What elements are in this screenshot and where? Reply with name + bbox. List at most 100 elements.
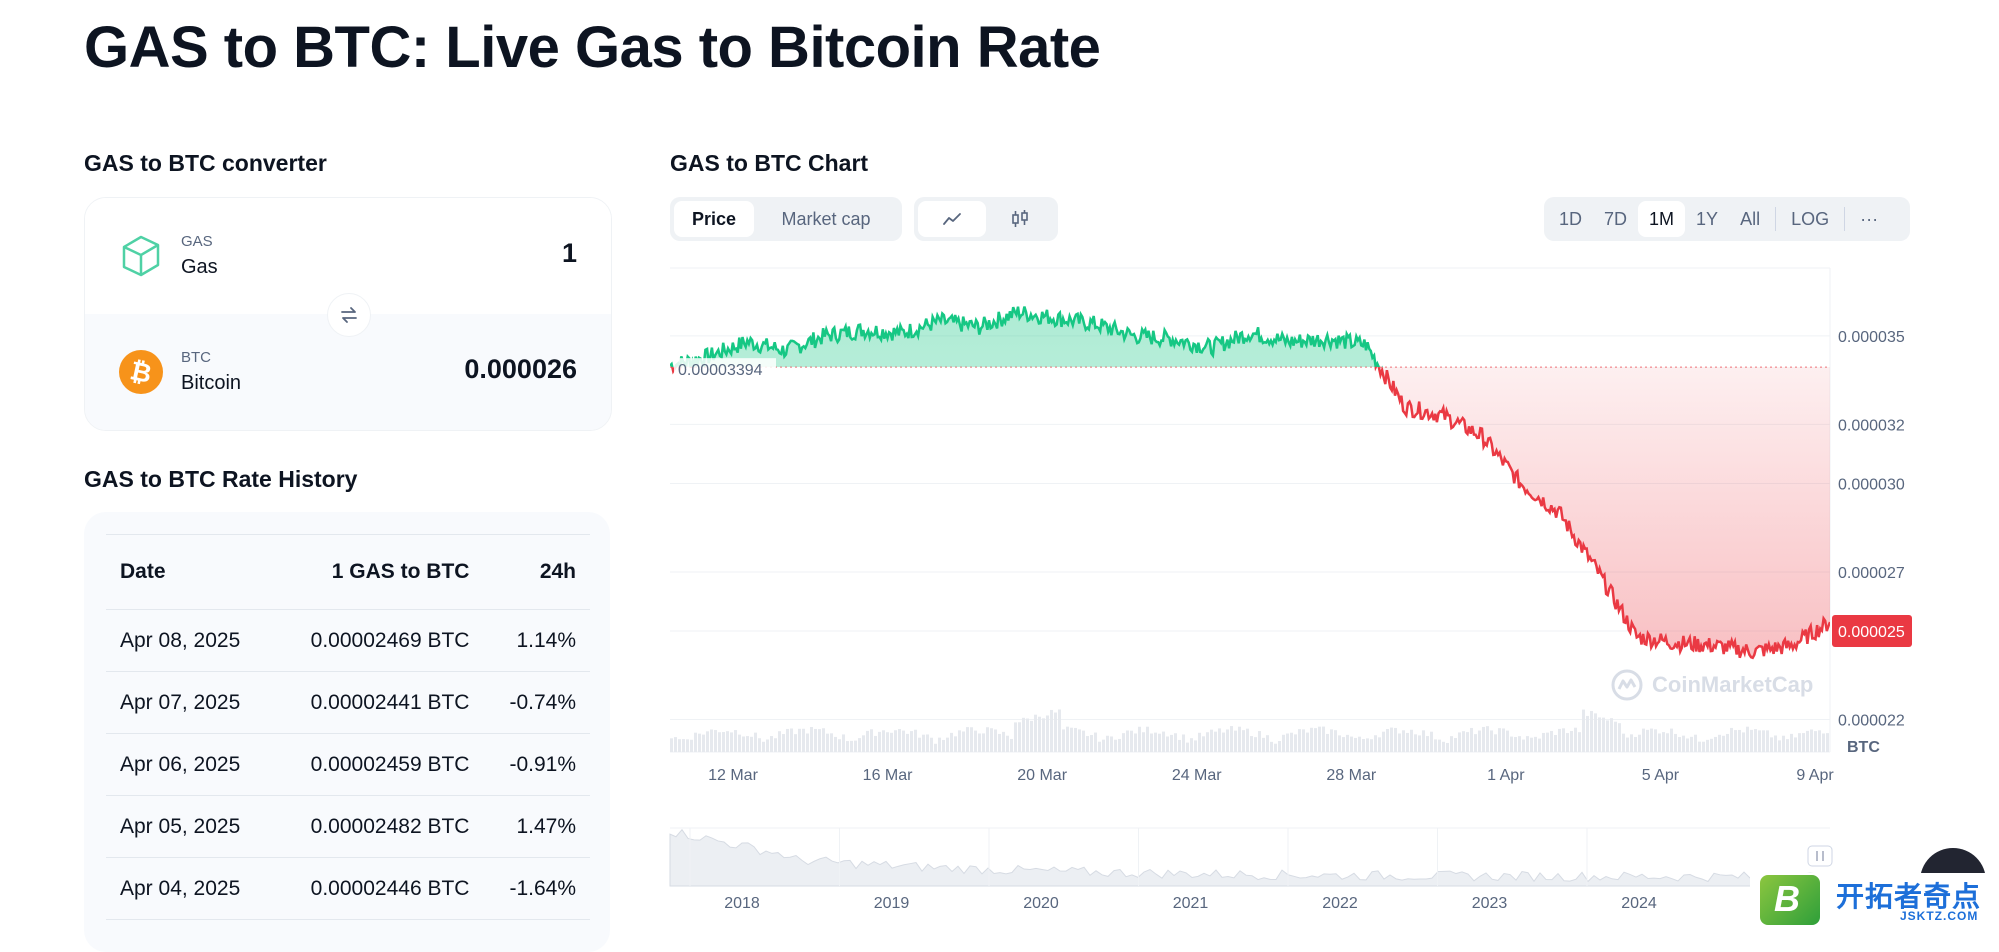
swap-button[interactable] bbox=[327, 293, 371, 337]
volume-bar bbox=[1238, 726, 1241, 752]
logo-letter: B bbox=[1774, 878, 1800, 919]
volume-bar bbox=[1194, 740, 1197, 752]
from-amount-input[interactable]: 1 bbox=[561, 238, 577, 268]
volume-bar bbox=[1438, 739, 1441, 752]
volume-bar bbox=[1514, 736, 1517, 752]
volume-bar bbox=[1026, 718, 1029, 752]
volume-bar bbox=[1626, 737, 1629, 752]
volume-bar bbox=[1254, 737, 1257, 752]
range-1y[interactable]: 1Y bbox=[1696, 209, 1719, 229]
volume-bar bbox=[786, 728, 789, 752]
volume-bar bbox=[1358, 736, 1361, 752]
volume-bar bbox=[1734, 730, 1737, 752]
volume-bar bbox=[1374, 735, 1377, 752]
volume-bar bbox=[886, 732, 889, 752]
volume-bar bbox=[1442, 741, 1445, 752]
volume-bar bbox=[1814, 731, 1817, 752]
site-watermark-logo: B 开拓者奇点 JSKTZ.COM bbox=[1750, 873, 1999, 931]
volume-bar bbox=[1582, 709, 1585, 752]
volume-bar bbox=[974, 730, 977, 752]
volume-bar bbox=[1518, 736, 1521, 752]
volume-bar bbox=[1234, 730, 1237, 752]
volume-bar bbox=[1822, 733, 1825, 752]
volume-bar bbox=[930, 737, 933, 752]
volume-bar bbox=[1190, 738, 1193, 752]
volume-bar bbox=[1054, 712, 1057, 752]
tab-price[interactable]: Price bbox=[674, 201, 754, 237]
volume-bar bbox=[1634, 736, 1637, 752]
volume-bar bbox=[1074, 727, 1077, 752]
volume-bar bbox=[1642, 728, 1645, 752]
volume-bar bbox=[1606, 720, 1609, 752]
volume-bar bbox=[1166, 736, 1169, 752]
more-options-button[interactable]: ··· bbox=[1860, 209, 1879, 229]
table-header-row: Date 1 GAS to BTC 24h bbox=[106, 534, 590, 610]
volume-bar bbox=[1014, 722, 1017, 752]
volume-bar bbox=[1594, 713, 1597, 752]
volume-bar bbox=[1394, 727, 1397, 752]
y-tick-label: 0.000030 bbox=[1838, 476, 1905, 493]
line-chart-button[interactable] bbox=[918, 201, 986, 237]
volume-bar bbox=[1750, 729, 1753, 752]
volume-bar bbox=[1318, 726, 1321, 752]
history-title: GAS to BTC Rate History bbox=[84, 466, 358, 492]
candlestick-button[interactable] bbox=[986, 201, 1054, 237]
volume-bar bbox=[1682, 735, 1685, 752]
volume-bar bbox=[994, 729, 997, 752]
volume-bar bbox=[1686, 738, 1689, 752]
volume-bar bbox=[1710, 738, 1713, 752]
volume-bar bbox=[1678, 737, 1681, 752]
volume-bar bbox=[1266, 735, 1269, 752]
range-1d[interactable]: 1D bbox=[1559, 209, 1583, 229]
volume-bar bbox=[698, 733, 701, 752]
volume-bar bbox=[1538, 738, 1541, 752]
volume-bar bbox=[674, 737, 677, 752]
volume-bar bbox=[1670, 728, 1673, 752]
volume-bar bbox=[1578, 732, 1581, 752]
volume-bar bbox=[1214, 731, 1217, 752]
volume-bar bbox=[1230, 726, 1233, 752]
watermark-text: CoinMarketCap bbox=[1652, 672, 1814, 697]
volume-bar bbox=[1378, 737, 1381, 752]
current-price-label: 0.000025 bbox=[1838, 624, 1905, 641]
unit-label: BTC bbox=[1847, 739, 1880, 756]
volume-bar bbox=[1790, 733, 1793, 752]
log-scale-button[interactable]: LOG bbox=[1791, 209, 1830, 229]
tab-market-cap[interactable]: Market cap bbox=[781, 209, 871, 229]
volume-bar bbox=[1454, 738, 1457, 752]
price-chart[interactable]: 0.000035 0.000032 0.000030 0.000027 0.000025… bbox=[0, 0, 1999, 931]
volume-bar bbox=[1322, 726, 1325, 752]
price-area-below bbox=[670, 367, 1830, 658]
navigator-handle[interactable] bbox=[1807, 845, 1833, 867]
y-tick-label: 0.000035 bbox=[1838, 329, 1905, 346]
range-all[interactable]: All bbox=[1740, 209, 1761, 229]
x-tick-label: 1 Apr bbox=[1487, 767, 1525, 784]
x-tick-label: 9 Apr bbox=[1796, 767, 1834, 784]
volume-bar bbox=[1042, 718, 1045, 752]
volume-bar bbox=[1346, 734, 1349, 752]
volume-bar bbox=[1286, 733, 1289, 752]
volume-bar bbox=[1110, 736, 1113, 752]
navigator-tick-label: 2019 bbox=[874, 895, 910, 912]
volume-bar bbox=[1762, 730, 1765, 752]
range-7d[interactable]: 7D bbox=[1604, 209, 1628, 229]
volume-bar bbox=[1342, 737, 1345, 752]
volume-bar bbox=[946, 737, 949, 752]
volume-bar bbox=[802, 728, 805, 752]
volume-bar bbox=[1530, 737, 1533, 752]
volume-bar bbox=[1370, 739, 1373, 752]
volume-bar bbox=[1618, 723, 1621, 752]
range-1m[interactable]: 1M bbox=[1638, 201, 1686, 237]
volume-bar bbox=[1478, 730, 1481, 752]
volume-bar bbox=[770, 736, 773, 752]
volume-bar bbox=[942, 739, 945, 752]
to-symbol: BTC bbox=[181, 349, 211, 366]
row-rate: 0.00002446 BTC bbox=[273, 857, 484, 920]
volume-bar bbox=[1622, 733, 1625, 752]
row-rate: 0.00002482 BTC bbox=[273, 795, 484, 858]
x-tick-label: 28 Mar bbox=[1326, 767, 1376, 784]
volume-bar bbox=[1414, 734, 1417, 752]
to-amount-output[interactable]: 0.000026 bbox=[464, 354, 577, 384]
volume-bar bbox=[730, 732, 733, 752]
volume-bar bbox=[1218, 728, 1221, 752]
